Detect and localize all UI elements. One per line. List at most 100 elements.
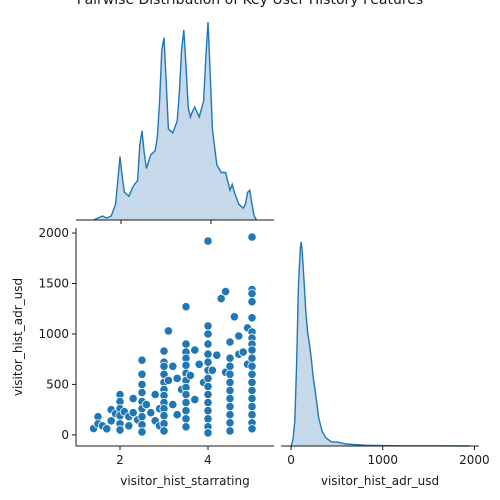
adr-x-ticks: 0 1000 2000 bbox=[287, 446, 490, 467]
scatter-point bbox=[234, 331, 244, 341]
scatter-point bbox=[216, 293, 226, 304]
y-axis-label-adr: visitor_hist_adr_usd bbox=[11, 278, 25, 396]
scatter-point bbox=[181, 389, 191, 400]
scatter-point bbox=[203, 414, 213, 424]
scatter-point bbox=[181, 339, 191, 349]
chart-title: Pairwise Distribution of Key User Histor… bbox=[77, 0, 423, 8]
scatter-point bbox=[172, 410, 182, 420]
starrating-kde-area bbox=[93, 22, 257, 220]
scatter-point bbox=[212, 350, 222, 360]
scatter-point bbox=[247, 353, 257, 363]
scatter-point bbox=[181, 397, 191, 408]
scatter-point bbox=[221, 286, 231, 297]
scatter-point bbox=[247, 297, 257, 307]
scatter-point bbox=[128, 393, 138, 404]
scatter-point bbox=[225, 337, 235, 347]
scatter-point bbox=[203, 329, 213, 339]
scatter-point bbox=[203, 428, 213, 438]
scatter-point bbox=[247, 385, 257, 396]
scatter-point bbox=[137, 387, 147, 398]
scatter-point bbox=[172, 373, 182, 383]
adr-x-tick-label: 0 bbox=[287, 453, 295, 467]
scatter-point bbox=[203, 236, 213, 246]
scatter-point bbox=[141, 399, 151, 410]
scatter-point bbox=[225, 353, 235, 363]
scatter-point bbox=[225, 418, 235, 428]
scatter-point bbox=[203, 389, 213, 400]
y-tick-label: 0 bbox=[61, 428, 69, 442]
scatter-point bbox=[163, 375, 173, 385]
scatter-point bbox=[203, 339, 213, 349]
scatter-point bbox=[229, 312, 239, 322]
scatter-point bbox=[137, 355, 147, 365]
scatter-point bbox=[247, 369, 257, 379]
scatter-point bbox=[181, 414, 191, 424]
scatter-point bbox=[159, 411, 169, 421]
scatter-point bbox=[247, 361, 257, 371]
scatter-point bbox=[247, 313, 257, 323]
x-tick-label: 4 bbox=[204, 453, 212, 467]
scatter-point bbox=[225, 385, 235, 396]
scatter-point bbox=[238, 347, 248, 357]
scatter-point bbox=[247, 424, 257, 434]
scatter-point bbox=[247, 377, 257, 387]
scatter-point bbox=[128, 408, 138, 418]
scatter-point bbox=[247, 288, 257, 299]
scatter-points bbox=[89, 232, 257, 438]
scatter-point bbox=[137, 369, 147, 379]
scatter-point bbox=[181, 406, 191, 416]
scatter-point bbox=[203, 321, 213, 331]
starrating-kde-line bbox=[93, 21, 258, 221]
scatter-point bbox=[247, 410, 257, 420]
scatter-point bbox=[225, 377, 235, 387]
scatter-point bbox=[225, 361, 235, 371]
scatter-point bbox=[203, 397, 213, 408]
scatter-point bbox=[225, 401, 235, 412]
scatter-point bbox=[137, 379, 147, 389]
scatter-point bbox=[137, 427, 147, 437]
x-axis-label-adr: visitor_hist_adr_usd bbox=[321, 474, 439, 488]
x-tick-label: 2 bbox=[116, 453, 124, 467]
scatter-point bbox=[163, 326, 173, 336]
scatter-point bbox=[247, 393, 257, 404]
adr-x-tick-label: 2000 bbox=[459, 453, 490, 467]
y-tick-label: 1000 bbox=[38, 327, 69, 341]
scatter-y-ticks: 0 500 1000 1500 2000 bbox=[38, 226, 76, 442]
scatter-point bbox=[194, 359, 204, 369]
scatter-point bbox=[203, 381, 213, 392]
scatter-point bbox=[168, 399, 178, 410]
scatter-point bbox=[247, 232, 257, 242]
scatter-point bbox=[159, 361, 169, 371]
scatter-point bbox=[203, 406, 213, 416]
scatter-point bbox=[190, 394, 200, 405]
scatter-point bbox=[168, 361, 178, 371]
scatter-point bbox=[203, 357, 213, 367]
adr-x-tick-label: 1000 bbox=[367, 453, 398, 467]
x-axis-label-starrating: visitor_hist_starrating bbox=[120, 474, 249, 488]
adr-kde-area bbox=[291, 242, 470, 446]
y-tick-label: 1500 bbox=[38, 277, 69, 291]
scatter-point bbox=[225, 426, 235, 436]
scatter-point bbox=[124, 421, 134, 431]
scatter-point bbox=[150, 389, 160, 400]
scatter-point bbox=[181, 360, 191, 370]
starrating-kde-panel bbox=[76, 21, 274, 224]
scatter-point bbox=[247, 401, 257, 412]
scatter-point bbox=[190, 345, 200, 355]
adr-kde-panel: 0 1000 2000 visitor_hist_adr_usd bbox=[281, 241, 490, 488]
y-tick-label: 500 bbox=[46, 377, 69, 391]
scatter-point bbox=[146, 408, 156, 418]
y-tick-label: 2000 bbox=[38, 226, 69, 240]
scatter-point bbox=[203, 373, 213, 383]
scatter-point bbox=[106, 416, 116, 426]
scatter-point bbox=[181, 302, 191, 312]
scatter-point bbox=[159, 346, 169, 356]
scatter-point bbox=[102, 424, 112, 434]
scatter-point bbox=[203, 349, 213, 359]
adr-kde-line bbox=[290, 241, 470, 447]
scatter-point bbox=[247, 345, 257, 355]
